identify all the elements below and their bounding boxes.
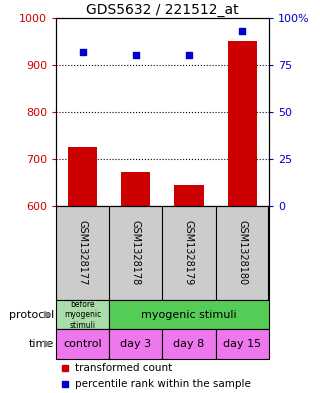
Bar — [228, 41, 257, 206]
Text: time: time — [28, 339, 54, 349]
Text: before
myogenic
stimuli: before myogenic stimuli — [64, 300, 101, 329]
Text: control: control — [63, 339, 102, 349]
Point — [80, 48, 85, 55]
Text: day 15: day 15 — [223, 339, 261, 349]
Point — [187, 52, 192, 59]
Text: GSM1328177: GSM1328177 — [77, 220, 88, 286]
Bar — [121, 172, 150, 206]
Text: GSM1328180: GSM1328180 — [237, 220, 247, 285]
Title: GDS5632 / 221512_at: GDS5632 / 221512_at — [86, 3, 239, 17]
Bar — [109, 300, 269, 329]
Point — [240, 28, 245, 34]
Text: GSM1328178: GSM1328178 — [131, 220, 141, 285]
Text: transformed count: transformed count — [75, 363, 172, 373]
Text: myogenic stimuli: myogenic stimuli — [141, 310, 237, 320]
Text: GSM1328179: GSM1328179 — [184, 220, 194, 285]
Bar — [68, 147, 97, 206]
Text: day 8: day 8 — [173, 339, 204, 349]
Bar — [109, 329, 162, 359]
Text: protocol: protocol — [9, 310, 54, 320]
Text: day 3: day 3 — [120, 339, 151, 349]
Text: percentile rank within the sample: percentile rank within the sample — [75, 379, 251, 389]
Bar — [216, 329, 269, 359]
Bar — [163, 329, 216, 359]
Bar — [174, 185, 204, 206]
Bar — [56, 329, 109, 359]
Point — [133, 52, 138, 59]
Bar — [56, 300, 109, 329]
